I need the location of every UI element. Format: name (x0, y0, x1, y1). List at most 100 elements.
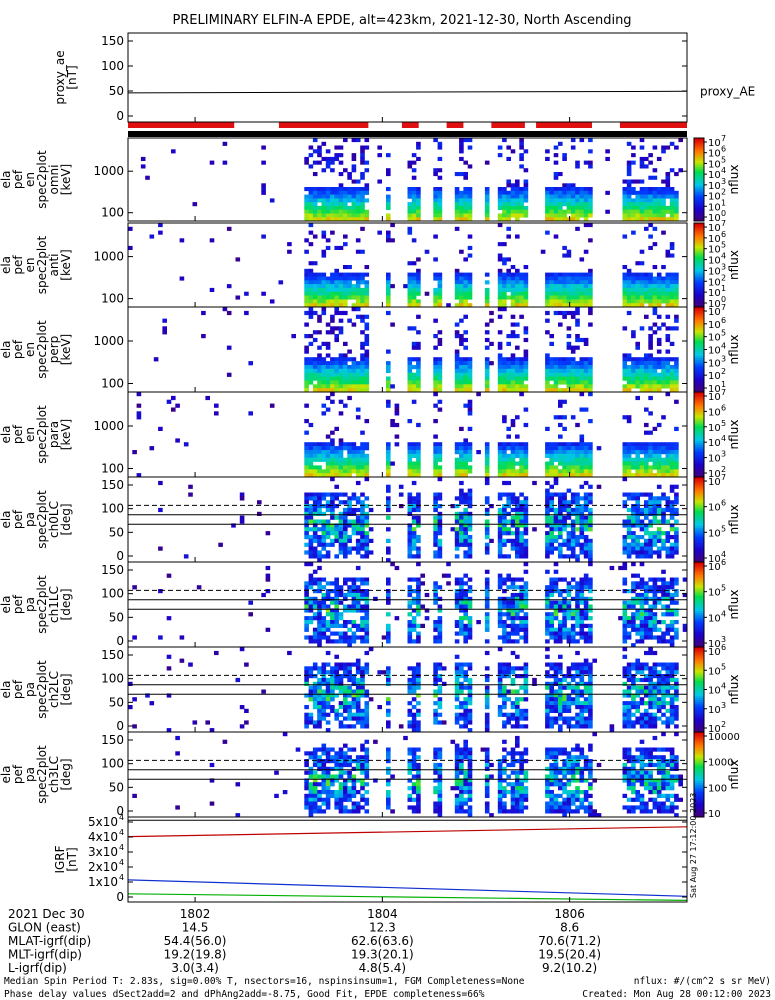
ylabel-line: spec2plot (35, 490, 49, 549)
colorbar-label: nflux (727, 165, 741, 195)
cbar-tick-label: 10 (708, 503, 721, 514)
ytick-label: 1000 (93, 164, 124, 178)
ylabel-line: pef (11, 679, 25, 699)
ylabel-line: omni (47, 165, 61, 195)
ylabel-line: pef (11, 764, 25, 784)
cbar-tick-exponent: 3 (721, 177, 726, 186)
ylabel-line: en (23, 172, 37, 187)
cbar-tick-label: 10 (708, 159, 721, 170)
ylabel-line: pef (11, 509, 25, 529)
cbar-tick-label: 10 (708, 256, 721, 267)
ylabel-line: en (23, 258, 37, 273)
science-zone-5 (536, 122, 592, 128)
cbar-tick-label: 10 (708, 234, 721, 245)
orbit-value: 19.5(20.4) (538, 948, 601, 962)
colorbar-frame (693, 137, 705, 222)
ytick-exponent: 4 (119, 873, 124, 882)
orbit-label: MLAT-igrf(dip) (8, 934, 91, 948)
ytick-label: 50 (109, 610, 124, 624)
ylabel-line: proxy_ae (53, 50, 67, 104)
ytick-label: 50 (109, 780, 124, 794)
ylabel-line: spec2plot (35, 745, 49, 804)
science-zone-4 (491, 122, 525, 128)
ylabel-line: ch3LC (47, 756, 61, 793)
x-axis: 1802 1804 1806 (180, 117, 585, 921)
cbar-tick-label: 100 (708, 783, 727, 794)
cbar-tick-label: 1000 (708, 758, 733, 769)
colorbar-label: nflux (727, 420, 741, 450)
cbar-tick-exponent: 2 (721, 367, 726, 376)
orbit-value: 4.8(5.4) (359, 961, 407, 975)
cbar-tick-label: 10 (708, 277, 721, 288)
ylabel-line: pa (23, 682, 37, 697)
cbar-tick-label: 10 (708, 477, 721, 488)
cbar-tick-exponent: 2 (721, 720, 726, 729)
cbar-tick-exponent: 4 (721, 434, 726, 443)
orbit-value: 8.6 (560, 921, 579, 935)
science-zone-0 (128, 122, 235, 128)
cbar-tick-exponent: 4 (721, 342, 726, 351)
ylabel-line: [keV] (59, 419, 73, 450)
ytick-label: 100 (101, 206, 124, 220)
footer-line-1-right: nflux: #/(cm^2 s sr MeV) (634, 976, 771, 987)
cbar-tick-exponent: 1 (721, 380, 726, 389)
cbar-tick-label: 10 (708, 266, 721, 277)
panel-ch3LC-ylabel: elapefpaspec2plotch3LC[deg] (0, 745, 73, 804)
orbit-value: 14.5 (182, 921, 209, 935)
ytick-label: 0 (116, 719, 124, 733)
panel-para-ylabel: elapefenspec2plotpara[keV] (0, 405, 73, 464)
cbar-tick-label: 10 (708, 299, 721, 310)
colorbar-ch3LC: 10000 1000 100 10 nflux (693, 731, 741, 820)
science-zone-3 (446, 122, 464, 128)
colorbar-label: nflux (727, 335, 741, 365)
zone-baseline (128, 131, 687, 137)
cbar-tick-exponent: 3 (721, 701, 726, 710)
ytick-exponent: 4 (119, 858, 124, 867)
cbar-tick-label: 10 (708, 724, 721, 735)
cbar-tick-label: 10 (708, 809, 721, 820)
ylabel-line: ch2LC (47, 671, 61, 708)
cbar-tick-exponent: 6 (721, 558, 726, 567)
ylabel-line: pef (11, 424, 25, 444)
footer-line-2-right: Created: Mon Aug 28 00:12:00 2023 (582, 989, 771, 1000)
cbar-tick-label: 10 (708, 647, 721, 658)
cbar-tick-label: 10 (708, 705, 721, 716)
ylabel-line: spec2plot (35, 320, 49, 379)
ytick-label: 100 (101, 377, 124, 391)
panel-ch1LC-ylabel: elapefpaspec2plotch1LC[deg] (0, 575, 73, 634)
cbar-tick-exponent: 4 (721, 252, 726, 261)
ylabel-line: ela (0, 765, 13, 783)
panel-perp-data (153, 307, 679, 393)
cbar-tick-label: 10 (708, 423, 721, 434)
cbar-tick-label: 10 (708, 613, 721, 624)
panel-proxy_ae-frame (127, 32, 688, 123)
cbar-tick-exponent: 1 (721, 284, 726, 293)
ylabel-line: [keV] (59, 334, 73, 365)
ylabel-line: [keV] (59, 249, 73, 280)
igrf-blue-line (127, 879, 688, 897)
proxy-ae-legend: proxy_AE (700, 84, 755, 98)
orbit-label: GLON (east) (8, 921, 81, 935)
xtick-label: 1802 (180, 907, 211, 921)
cbar-tick-label: 10 (708, 454, 721, 465)
ytick-label: 1000 (93, 419, 124, 433)
colorbar-label: nflux (727, 505, 741, 535)
panel-perp-ylabel: elapefenspec2plotperp[keV] (0, 320, 73, 379)
orbit-value: 9.2(10.2) (542, 961, 597, 975)
ylabel-line: ch1LC (47, 586, 61, 623)
ytick-exponent: 4 (119, 828, 124, 837)
cbar-tick-exponent: 6 (721, 316, 726, 325)
cbar-tick-exponent: 5 (721, 419, 726, 428)
orbit-value: 70.6(71.2) (538, 934, 601, 948)
orbit-value: 62.6(63.6) (351, 934, 414, 948)
ytick-label: 100 (101, 292, 124, 306)
ytick-exponent: 4 (119, 813, 124, 822)
cbar-tick-exponent: 1 (721, 198, 726, 207)
ytick-label: 1x10 (88, 875, 118, 889)
cbar-tick-label: 10 (708, 288, 721, 299)
